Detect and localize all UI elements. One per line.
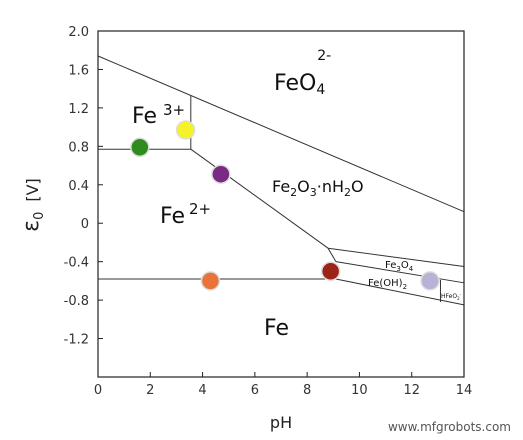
region-labels: FeO42- Fe 3+ Fe2O3·nH2O Fe 2+ Fe3O4 Fe(OH)…	[132, 48, 462, 341]
species-marker	[175, 120, 196, 140]
y-tick-label: -0.4	[64, 256, 89, 271]
phase-boundary-line	[97, 55, 465, 213]
x-tick-label: 0	[94, 383, 102, 398]
x-tick-label: 8	[303, 383, 311, 398]
phase-boundary-line	[190, 148, 329, 249]
region-label-fe2o3: Fe2O3·nH2O	[272, 177, 364, 199]
x-tick-label: 10	[351, 383, 368, 398]
x-tick-label: 4	[198, 383, 206, 398]
species-marker	[211, 164, 231, 184]
y-tick-label: -0.8	[64, 294, 89, 309]
phase-boundary-line	[335, 278, 465, 306]
region-label-fe3: Fe 3+	[132, 101, 185, 129]
plot-frame	[97, 30, 465, 378]
region-label-feoh2: Fe(OH)2	[368, 278, 407, 291]
x-tick-label: 2	[146, 383, 154, 398]
x-axis-title: pH	[270, 413, 292, 432]
y-tick-label: 0	[81, 217, 89, 232]
x-tick-label: 12	[403, 383, 420, 398]
species-marker	[200, 271, 221, 291]
y-tick-label: 1.2	[68, 102, 89, 117]
region-label-fe: Fe	[264, 316, 289, 341]
species-marker	[420, 271, 440, 291]
x-tick-label: 14	[456, 383, 473, 398]
region-label-hfeo2: HFeO2-	[441, 292, 462, 301]
y-axis-title: ε0[V]	[19, 178, 47, 232]
watermark: www.mfgrobots.com	[387, 420, 511, 434]
svg-text:ε0[V]: ε0[V]	[19, 178, 47, 232]
species-markers	[130, 120, 440, 291]
region-label-fe3o4: Fe3O4	[385, 260, 414, 273]
axes: 0 2 4 6 8 10 12 14 2.0 1.6 1.2 0.8 0.4 0 -0.4 -0.8 -1.2	[64, 25, 473, 398]
species-marker	[320, 261, 341, 282]
y-tick-label: 0.4	[68, 179, 89, 194]
y-tick-label: 0.8	[68, 140, 89, 155]
y-tick-label: -1.2	[64, 333, 89, 348]
region-label-fe2: Fe 2+	[160, 200, 211, 229]
x-tick-label: 6	[251, 383, 259, 398]
phase-boundary-line	[335, 261, 465, 284]
phase-boundary-line	[327, 247, 337, 262]
y-tick-label: 1.6	[68, 63, 89, 78]
phase-boundaries	[97, 55, 465, 306]
y-tick-label: 2.0	[68, 25, 89, 40]
region-label-feo4: FeO42-	[274, 48, 331, 98]
species-marker	[130, 137, 150, 158]
phase-boundary-line	[327, 247, 465, 267]
